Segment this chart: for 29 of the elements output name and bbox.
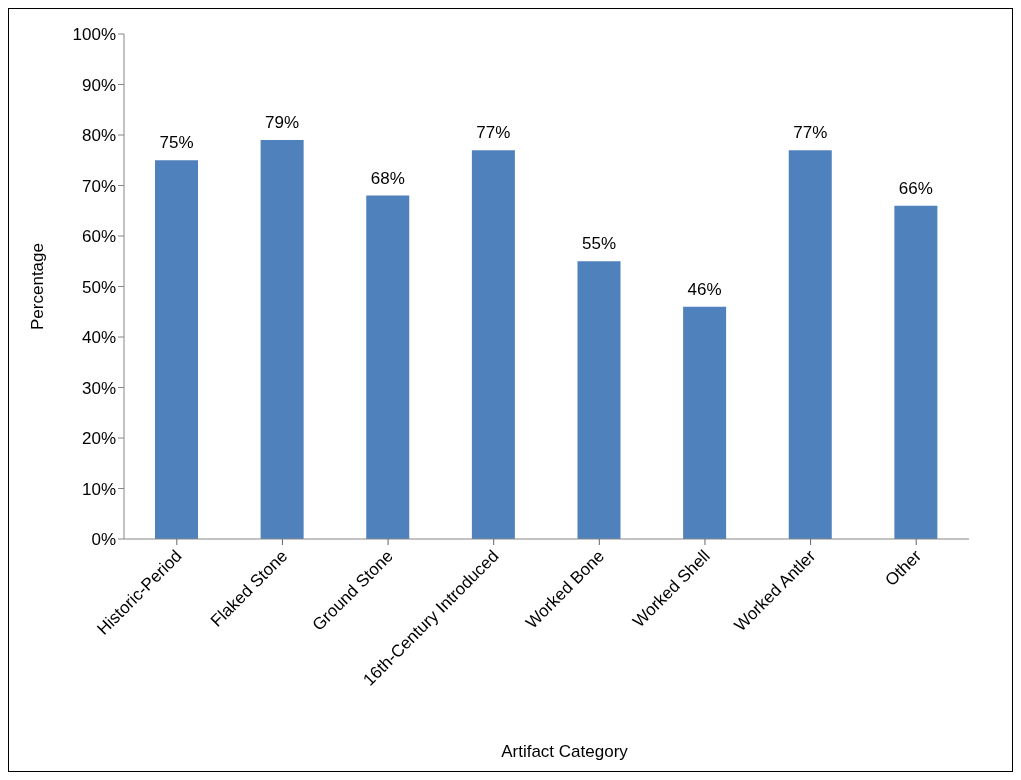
data-label: 68% bbox=[370, 168, 405, 188]
data-label: 66% bbox=[898, 178, 933, 198]
bar bbox=[155, 160, 198, 539]
bar bbox=[683, 306, 727, 539]
data-label: 46% bbox=[687, 279, 722, 299]
data-label: 75% bbox=[159, 133, 194, 153]
bar bbox=[577, 261, 621, 539]
y-tick-label: 30% bbox=[81, 378, 116, 398]
x-axis-title: Artifact Category bbox=[500, 742, 629, 762]
y-axis-title: Percentage bbox=[28, 243, 48, 330]
y-tick-label: 100% bbox=[72, 25, 116, 45]
data-label: 79% bbox=[265, 113, 300, 133]
y-tick-label: 0% bbox=[91, 530, 116, 550]
data-label: 77% bbox=[476, 123, 511, 143]
bar bbox=[788, 150, 832, 539]
y-tick-label: 40% bbox=[81, 328, 116, 348]
y-tick-label: 20% bbox=[81, 429, 116, 449]
data-label: 55% bbox=[581, 234, 617, 254]
data-label: 77% bbox=[793, 123, 828, 143]
bar bbox=[366, 195, 410, 539]
y-tick-label: 50% bbox=[81, 277, 116, 297]
y-tick-label: 90% bbox=[81, 75, 116, 95]
y-tick-label: 60% bbox=[81, 227, 116, 247]
y-tick-label: 70% bbox=[81, 176, 116, 196]
bar bbox=[471, 150, 515, 539]
bar bbox=[260, 140, 304, 539]
y-tick-label: 10% bbox=[81, 479, 116, 499]
bar bbox=[894, 205, 938, 539]
y-tick-label: 80% bbox=[81, 126, 116, 146]
